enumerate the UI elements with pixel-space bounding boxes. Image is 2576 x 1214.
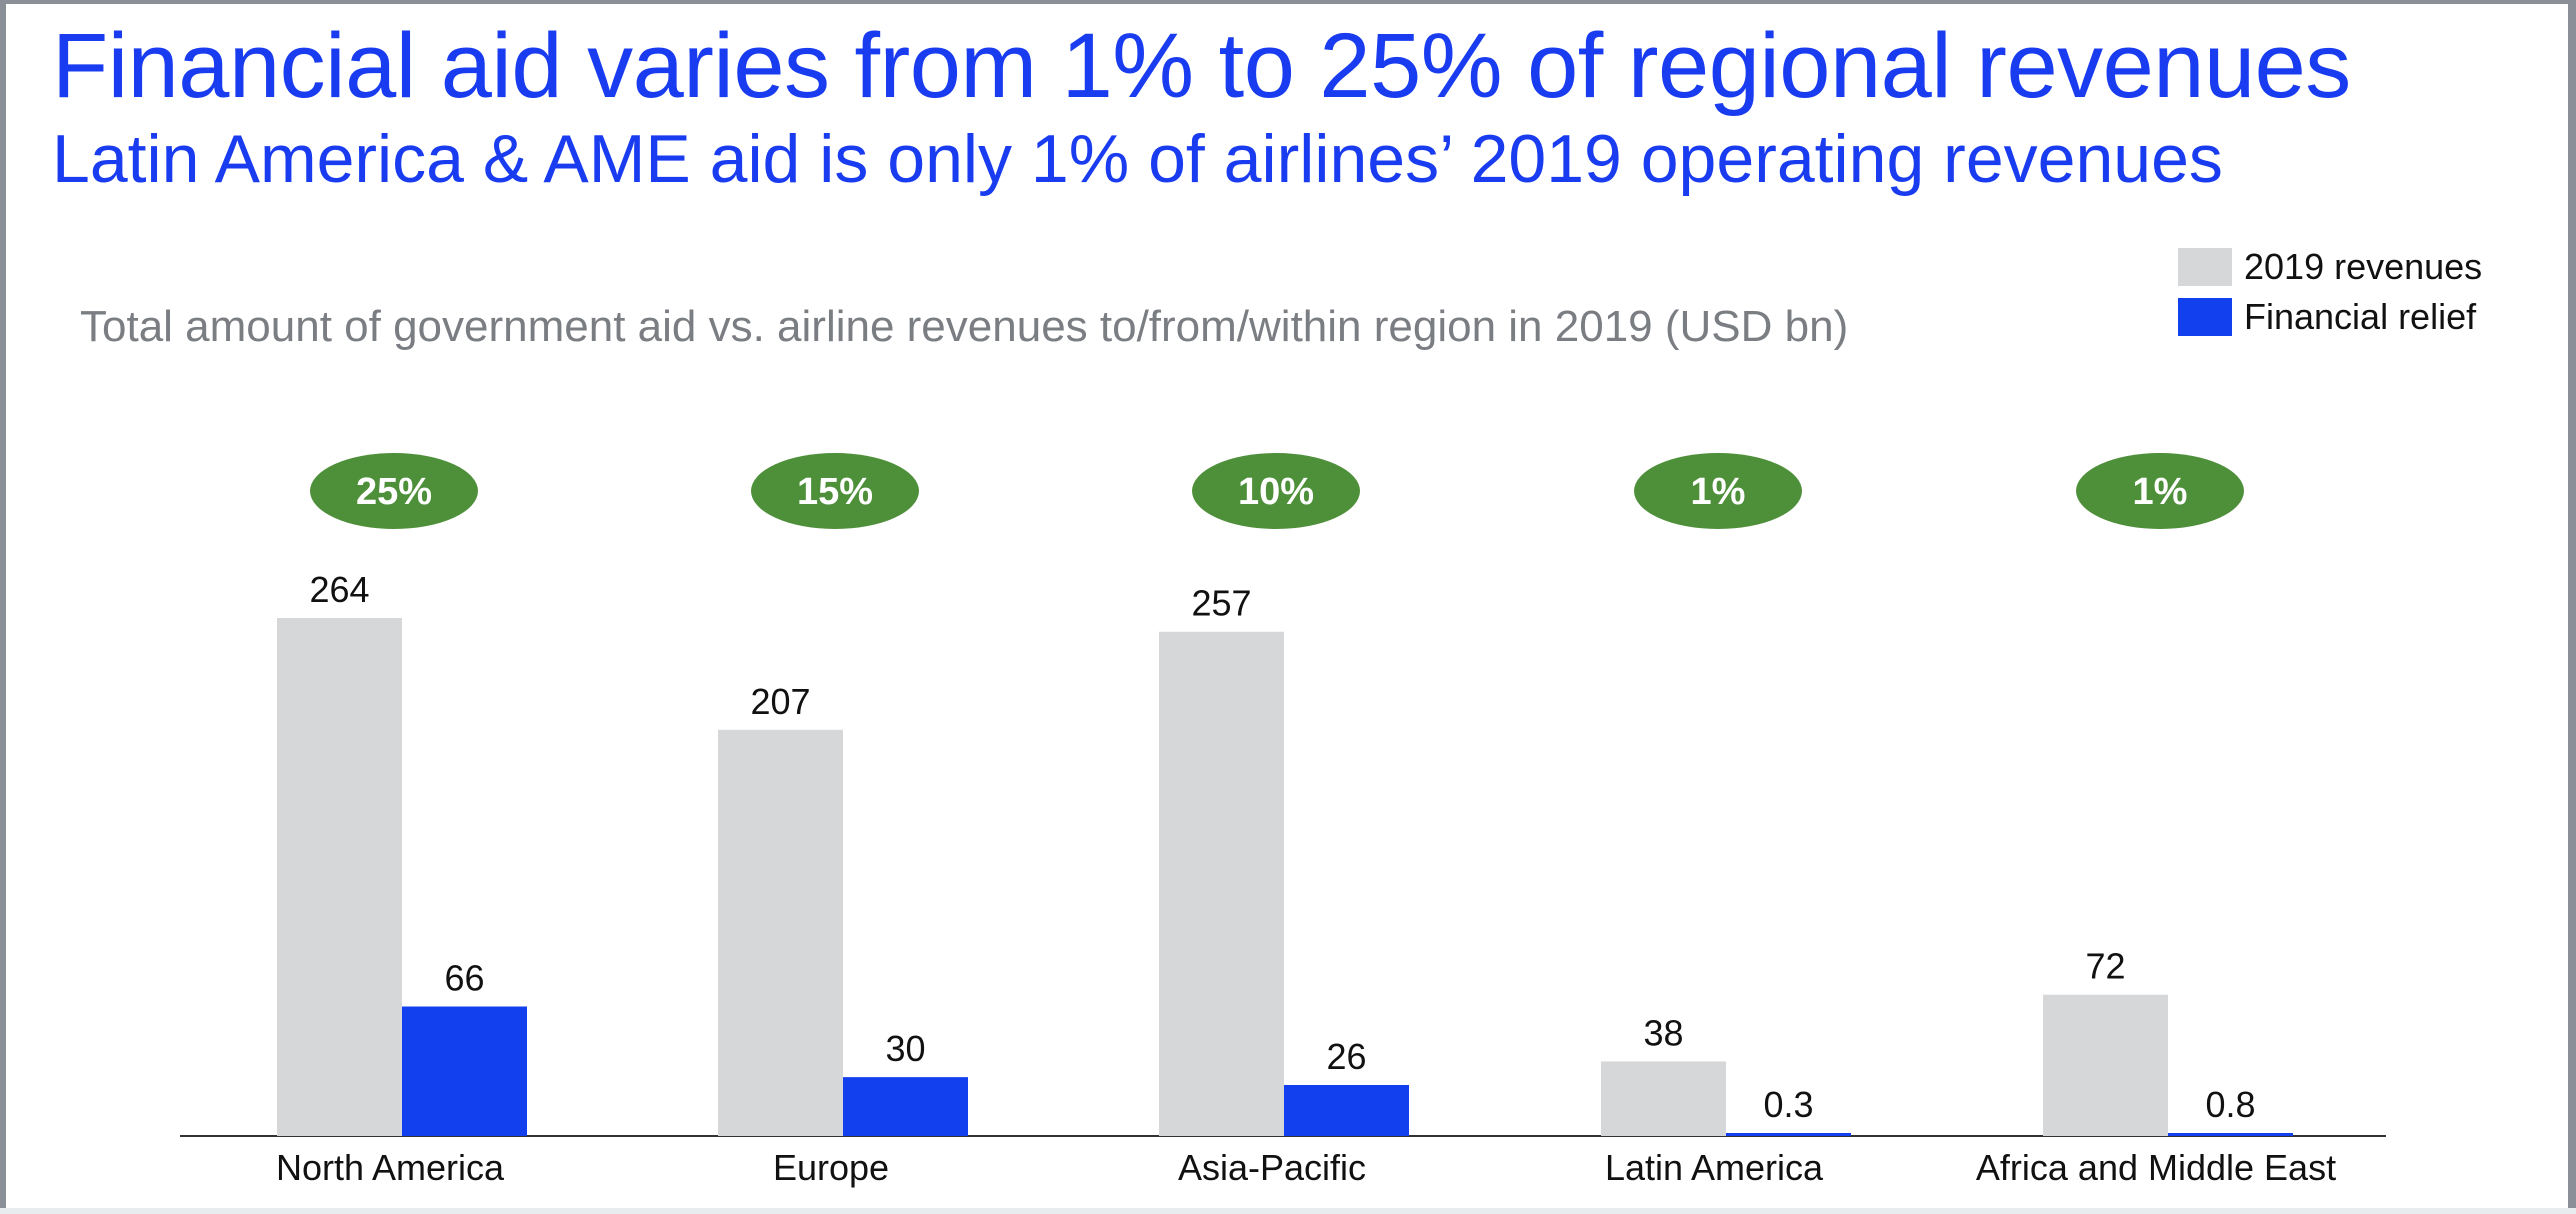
value-label-revenues-4: 72 xyxy=(2085,946,2125,987)
percent-badge-label-4: 1% xyxy=(2133,471,2188,513)
value-label-revenues-1: 207 xyxy=(750,681,810,722)
category-label-3: Latin America xyxy=(1605,1147,1824,1188)
bar-relief-4 xyxy=(2168,1133,2293,1136)
bar-revenues-0 xyxy=(277,618,402,1136)
legend-swatch-relief xyxy=(2178,298,2232,336)
legend-label-relief: Financial relief xyxy=(2244,296,2477,337)
legend-label-revenues: 2019 revenues xyxy=(2244,246,2483,287)
value-label-revenues-0: 264 xyxy=(309,569,369,610)
bar-relief-1 xyxy=(843,1077,968,1136)
bar-relief-3 xyxy=(1726,1133,1851,1136)
percent-badge-1 xyxy=(751,453,919,529)
window-frame-top xyxy=(0,0,2576,4)
window-frame-left xyxy=(0,0,6,1214)
category-label-2: Asia-Pacific xyxy=(1178,1147,1366,1188)
window-frame-right xyxy=(2568,0,2576,1214)
value-label-revenues-3: 38 xyxy=(1643,1012,1683,1053)
bar-revenues-4 xyxy=(2043,994,2168,1136)
percent-badge-label-2: 10% xyxy=(1238,471,1314,513)
legend-swatch-revenues xyxy=(2178,248,2232,286)
bar-revenues-1 xyxy=(718,729,843,1136)
chart-title: Total amount of government aid vs. airli… xyxy=(80,302,1849,351)
value-label-relief-1: 30 xyxy=(885,1028,925,1069)
window-frame-bottom xyxy=(0,1208,2576,1214)
chart-legend: 2019 revenues Financial relief xyxy=(2178,242,2482,342)
value-label-revenues-2: 257 xyxy=(1191,583,1251,624)
percent-badge-3 xyxy=(1634,453,1802,529)
legend-item-revenues: 2019 revenues xyxy=(2178,242,2482,292)
percent-badge-label-3: 1% xyxy=(1691,471,1746,513)
legend-item-relief: Financial relief xyxy=(2178,292,2482,342)
value-label-relief-4: 0.8 xyxy=(2205,1084,2255,1125)
slide-subtitle: Latin America & AME aid is only 1% of ai… xyxy=(52,121,2223,197)
value-label-relief-0: 66 xyxy=(444,958,484,999)
percent-badge-label-1: 15% xyxy=(797,471,873,513)
percent-badge-4 xyxy=(2076,453,2244,529)
value-label-relief-2: 26 xyxy=(1326,1036,1366,1077)
category-label-1: Europe xyxy=(773,1147,889,1188)
value-label-relief-3: 0.3 xyxy=(1763,1084,1813,1125)
category-label-0: North America xyxy=(276,1147,505,1188)
bar-relief-0 xyxy=(402,1006,527,1136)
percent-badge-0 xyxy=(310,453,478,529)
bar-relief-2 xyxy=(1284,1084,1409,1136)
bar-revenues-2 xyxy=(1159,631,1284,1136)
bar-revenues-3 xyxy=(1601,1061,1726,1136)
percent-badge-label-0: 25% xyxy=(356,471,432,513)
category-label-4: Africa and Middle East xyxy=(1976,1147,2336,1188)
percent-badge-2 xyxy=(1192,453,1360,529)
slide-title: Financial aid varies from 1% to 25% of r… xyxy=(52,15,2351,117)
